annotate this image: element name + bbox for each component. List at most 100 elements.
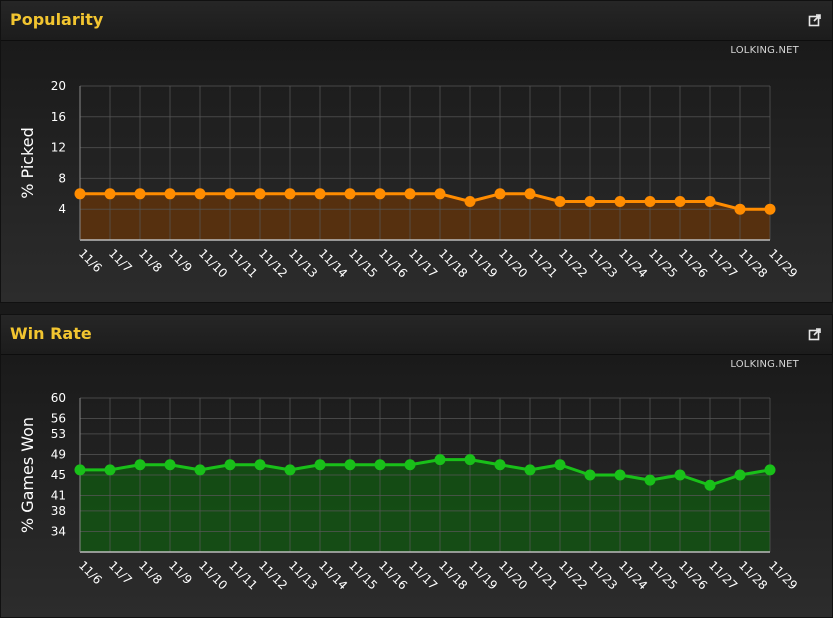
x-tick-label: 11/17: [406, 558, 440, 592]
panel-title: Win Rate: [10, 324, 92, 343]
external-link-icon[interactable]: [808, 13, 822, 27]
x-tick-label: 11/26: [676, 558, 710, 592]
x-tick-label: 11/16: [376, 246, 410, 280]
x-tick-label: 11/12: [256, 246, 290, 280]
x-tick-label: 11/24: [616, 246, 650, 280]
data-point: [584, 469, 596, 481]
data-point: [494, 459, 506, 471]
x-tick-label: 11/10: [196, 246, 230, 280]
data-point: [764, 464, 776, 476]
area-fill: [80, 193, 770, 240]
data-point: [554, 459, 566, 471]
popularity-panel: Popularity LOLKING.NET 4 8 12 16 20 11/6 11/7 1…: [0, 0, 833, 303]
x-tick-label: 11/19: [466, 246, 500, 280]
data-point: [704, 196, 716, 207]
x-tick-label: 11/8: [136, 558, 165, 587]
panel-body: LOLKING.NET 34 38 41 45 49 53 56 60 11/6 11/7 11/8…: [1, 355, 832, 617]
y-tick-label: 8: [58, 171, 66, 185]
data-point: [224, 188, 236, 200]
data-point: [284, 464, 296, 476]
data-point: [614, 196, 626, 207]
data-point: [734, 469, 746, 481]
panel-body: LOLKING.NET 4 8 12 16 20 11/6 11/7 11/8 11/9 11/1…: [1, 41, 832, 302]
data-point: [554, 196, 566, 207]
x-tick-label: 11/23: [586, 246, 620, 280]
y-tick-label: 60: [51, 391, 66, 405]
data-point: [104, 464, 116, 476]
x-tick-label: 11/18: [436, 246, 470, 280]
data-point: [134, 188, 146, 200]
data-point: [434, 454, 446, 466]
external-link-icon[interactable]: [808, 327, 822, 341]
data-point: [404, 459, 416, 471]
x-tick-label: 11/10: [196, 558, 230, 592]
x-tick-label: 11/11: [226, 246, 260, 280]
x-tick-label: 11/14: [316, 558, 350, 592]
data-point: [254, 188, 266, 200]
data-point: [464, 454, 476, 466]
data-point: [524, 188, 536, 200]
x-tick-label: 11/7: [106, 246, 135, 275]
data-point: [74, 188, 86, 200]
data-point: [74, 464, 86, 476]
data-point: [704, 479, 716, 491]
x-tick-label: 11/17: [406, 246, 440, 280]
data-point: [434, 188, 446, 200]
data-point: [674, 196, 686, 207]
x-tick-label: 11/25: [646, 246, 680, 280]
y-tick-label: 38: [51, 504, 66, 518]
data-point: [284, 188, 296, 200]
x-tick-label: 11/11: [226, 558, 260, 592]
x-tick-label: 11/13: [286, 246, 320, 280]
x-tick-label: 11/23: [586, 558, 620, 592]
y-tick-label: 16: [51, 110, 66, 124]
x-tick-label: 11/16: [376, 558, 410, 592]
data-point: [524, 464, 536, 476]
source-label: LOLKING.NET: [730, 45, 799, 56]
x-tick-label: 11/22: [556, 558, 590, 592]
data-point: [344, 459, 356, 471]
y-axis-label: % Picked: [18, 127, 37, 199]
y-tick-label: 4: [58, 202, 66, 216]
x-tick-label: 11/6: [76, 246, 105, 275]
data-point: [764, 203, 776, 215]
y-tick-label: 53: [51, 427, 66, 441]
x-tick-label: 11/27: [706, 246, 740, 280]
x-tick-label: 11/6: [76, 558, 105, 587]
data-point: [644, 474, 656, 486]
x-tick-label: 11/25: [646, 558, 680, 592]
data-point: [314, 459, 326, 471]
data-point: [584, 196, 596, 207]
x-tick-label: 11/24: [616, 558, 650, 592]
data-point: [164, 188, 176, 200]
y-tick-label: 49: [51, 447, 66, 461]
y-tick-label: 41: [51, 489, 66, 503]
x-tick-label: 11/18: [436, 558, 470, 592]
data-point: [464, 196, 476, 207]
data-point: [104, 188, 116, 200]
data-point: [614, 469, 626, 481]
area-fill: [80, 459, 770, 552]
win-rate-panel: Win Rate LOLKING.NET 34 38 41 45 49 53 56 60 11/…: [0, 314, 833, 618]
x-tick-label: 11/9: [166, 246, 195, 275]
x-tick-label: 11/20: [496, 558, 530, 592]
x-tick-label: 11/21: [526, 246, 560, 280]
data-point: [374, 459, 386, 471]
data-point: [314, 188, 326, 200]
x-tick-label: 11/20: [496, 246, 530, 280]
y-tick-label: 34: [51, 524, 66, 538]
data-point: [374, 188, 386, 200]
data-point: [674, 469, 686, 481]
data-point: [494, 188, 506, 200]
x-tick-label: 11/15: [346, 558, 380, 592]
panel-title: Popularity: [10, 10, 104, 29]
panel-header: Popularity: [1, 1, 832, 41]
data-point: [164, 459, 176, 471]
x-tick-label: 11/26: [676, 246, 710, 280]
x-tick-label: 11/7: [106, 558, 135, 587]
data-point: [644, 196, 656, 207]
x-tick-label: 11/22: [556, 246, 590, 280]
y-tick-label: 45: [51, 468, 66, 482]
panel-header: Win Rate: [1, 315, 832, 355]
